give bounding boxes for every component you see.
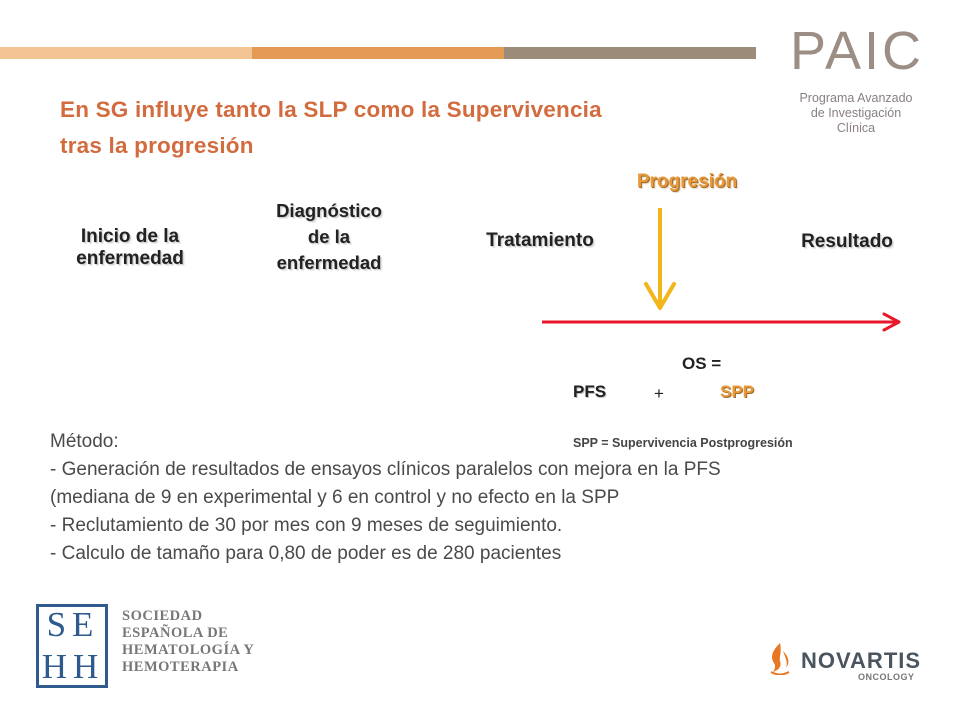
stage-progresion: Progresión <box>636 171 738 192</box>
slide-title: En SG influye tanto la SLP como la Super… <box>60 92 760 164</box>
method-line: - Generación de resultados de ensayos cl… <box>50 459 721 480</box>
header-strip-segment-1 <box>0 47 252 59</box>
spp-label: SPP <box>720 382 755 401</box>
sehh-name-line: HEMOTERAPIA <box>122 659 239 675</box>
method-line: Método: <box>50 431 119 452</box>
stage-diagnostico: Diagnóstico de la enfermedad <box>244 198 414 276</box>
header-strip-segment-2 <box>252 47 504 59</box>
paic-subtitle-line: de Investigación <box>810 106 902 120</box>
novartis-wordmark: NOVARTIS <box>801 648 922 673</box>
stage-diagnostico-line: enfermedad <box>276 252 382 273</box>
method-line: - Reclutamiento de 30 por mes con 9 mese… <box>50 515 563 536</box>
slide-title-line: tras la progresión <box>60 133 254 158</box>
sehh-letters-line: HH <box>41 647 105 686</box>
slide-title-line: En SG influye tanto la SLP como la Super… <box>60 97 602 122</box>
sehh-name-line: HEMATOLOGÍA Y <box>122 642 255 658</box>
sehh-name-line: ESPAÑOLA DE <box>122 625 229 641</box>
paic-logo-subtitle: Programa Avanzado de Investigación Clíni… <box>786 91 926 136</box>
spp-definition: SPP = Supervivencia Postprogresión <box>573 436 793 450</box>
stage-inicio: Inicio de la enfermedad <box>40 226 220 270</box>
paic-subtitle-line: Programa Avanzado <box>799 91 913 105</box>
progression-down-arrow <box>644 208 676 310</box>
novartis-oncology-label: ONCOLOGY <box>858 672 915 682</box>
paic-logo-mark: PAIC <box>790 21 925 81</box>
pfs-label: PFS <box>573 382 607 401</box>
sehh-letters-line: SE <box>46 605 100 644</box>
stage-inicio-line: enfermedad <box>76 248 184 269</box>
stage-tratamiento: Tratamiento <box>486 230 594 251</box>
stage-inicio-line: Inicio de la <box>80 226 180 247</box>
timeline-right-arrow <box>542 312 901 332</box>
method-block: Método: - Generación de resultados de en… <box>50 428 930 568</box>
method-line: - Calculo de tamaño para 0,80 de poder e… <box>50 543 562 564</box>
sehh-logo-letters: SE HH <box>40 604 106 688</box>
sehh-logo-frame <box>36 604 108 688</box>
header-strip-segment-3 <box>504 47 756 59</box>
os-label: OS = <box>682 354 722 373</box>
sehh-logo-name: SOCIEDAD ESPAÑOLA DE HEMATOLOGÍA Y HEMOT… <box>122 608 292 676</box>
stage-resultado: Resultado <box>801 231 893 252</box>
method-line: (mediana de 9 en experimental y 6 en con… <box>50 487 620 508</box>
paic-subtitle-line: Clínica <box>836 121 876 135</box>
plus-sign: + <box>654 384 664 403</box>
novartis-flame-icon <box>770 643 790 675</box>
stage-diagnostico-line: de la <box>307 226 351 247</box>
sehh-name-line: SOCIEDAD <box>122 608 203 624</box>
stage-diagnostico-line: Diagnóstico <box>276 200 382 221</box>
